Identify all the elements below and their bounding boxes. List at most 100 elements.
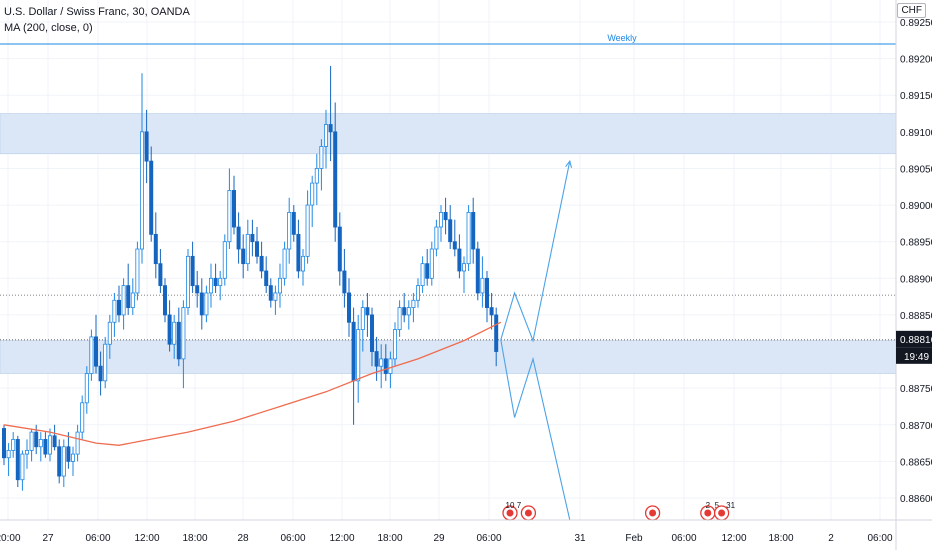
candle-body (6, 450, 11, 459)
price-zone (0, 113, 897, 155)
candle-body (190, 255, 195, 287)
candle-body (84, 373, 89, 404)
candle-body (38, 439, 43, 448)
candle-body (484, 277, 489, 309)
candle-body (126, 285, 131, 309)
time-tick-label: 27 (42, 533, 54, 544)
event-extra-label: 5 (715, 501, 720, 510)
currency-badge[interactable]: CHF (897, 3, 926, 18)
candle-body (268, 285, 273, 301)
candle-body (172, 321, 177, 345)
candle-body (420, 263, 425, 287)
projection-path-up (500, 160, 571, 343)
event-flag-dot (649, 509, 657, 517)
candle-body (383, 358, 388, 374)
event-flag-dot (718, 509, 726, 517)
candle-body (250, 233, 255, 243)
candle-body (241, 248, 246, 265)
candle-body (2, 428, 7, 459)
candle-body (310, 182, 315, 206)
candle-body (162, 285, 167, 316)
candle-body (351, 321, 356, 382)
symbol-title[interactable]: U.S. Dollar / Swiss Franc, 30, OANDA (4, 6, 190, 18)
candle-body (158, 263, 163, 287)
candle-body (29, 431, 34, 451)
current-price-tag (896, 330, 932, 348)
candle-body (438, 211, 443, 228)
candles (2, 65, 499, 491)
candle-body (66, 446, 71, 462)
weekly-level-label: Weekly (607, 33, 637, 43)
candle-body (406, 307, 411, 316)
candle-body (480, 277, 485, 294)
candle-body (287, 211, 292, 250)
candle-body (34, 431, 39, 448)
economic-events[interactable]: 10 7 2 5 31 (502, 501, 736, 521)
candle-body (199, 292, 204, 316)
price-zone (0, 340, 897, 374)
candle-body (296, 233, 301, 272)
candle-body (425, 263, 430, 279)
candle-body (411, 299, 416, 309)
time-tick-label: 20:00 (0, 533, 21, 544)
candle-body (195, 285, 200, 294)
candle-body (402, 307, 407, 316)
event-count-label: 2 (706, 501, 711, 510)
candle-body (20, 453, 25, 481)
candle-body (112, 299, 117, 323)
candle-body (227, 190, 232, 243)
candle-body (222, 241, 227, 279)
candle-body (342, 270, 347, 294)
countdown-tag (896, 347, 932, 364)
candle-body (388, 358, 393, 374)
candle-body (139, 131, 144, 250)
support-resistance-zones (0, 113, 897, 374)
candle-body (153, 233, 158, 265)
candle-body (121, 285, 126, 316)
ma-200-line (3, 321, 502, 446)
indicator-label[interactable]: MA (200, close, 0) (4, 22, 93, 34)
candle-body (434, 226, 439, 250)
time-tick-label: 18:00 (768, 533, 793, 544)
candle-body (43, 439, 48, 455)
candle-body (236, 226, 241, 250)
time-tick-label: 12:00 (134, 533, 159, 544)
event-extra-label: 31 (726, 501, 735, 510)
candle-body (319, 146, 324, 169)
candle-body (337, 226, 342, 272)
candle-body (360, 307, 365, 330)
candle-body (365, 307, 370, 316)
projection-paths (500, 159, 573, 521)
candle-body (52, 435, 57, 448)
candle-body (24, 450, 29, 455)
candle-body (429, 248, 434, 279)
time-tick-label: 29 (433, 533, 445, 544)
candle-body (94, 336, 99, 367)
candle-body (98, 365, 103, 382)
countdown-value: 19:49 (904, 352, 929, 363)
chart-legend: U.S. Dollar / Swiss Franc, 30, OANDA MA … (4, 4, 190, 36)
time-tick-label: 18:00 (182, 533, 207, 544)
candle-body (475, 248, 480, 294)
candle-body (452, 241, 457, 250)
time-tick-label: 28 (237, 533, 249, 544)
candle-body (135, 248, 140, 294)
candle-body (277, 277, 282, 294)
candle-body (461, 263, 466, 272)
candle-body (328, 124, 333, 133)
event-flag-dot (506, 509, 514, 517)
candle-body (231, 190, 236, 228)
candle-body (259, 255, 264, 272)
candle-body (397, 307, 402, 330)
candle-body (11, 439, 16, 451)
candle-body (369, 314, 374, 352)
time-tick-label: 12:00 (329, 533, 354, 544)
